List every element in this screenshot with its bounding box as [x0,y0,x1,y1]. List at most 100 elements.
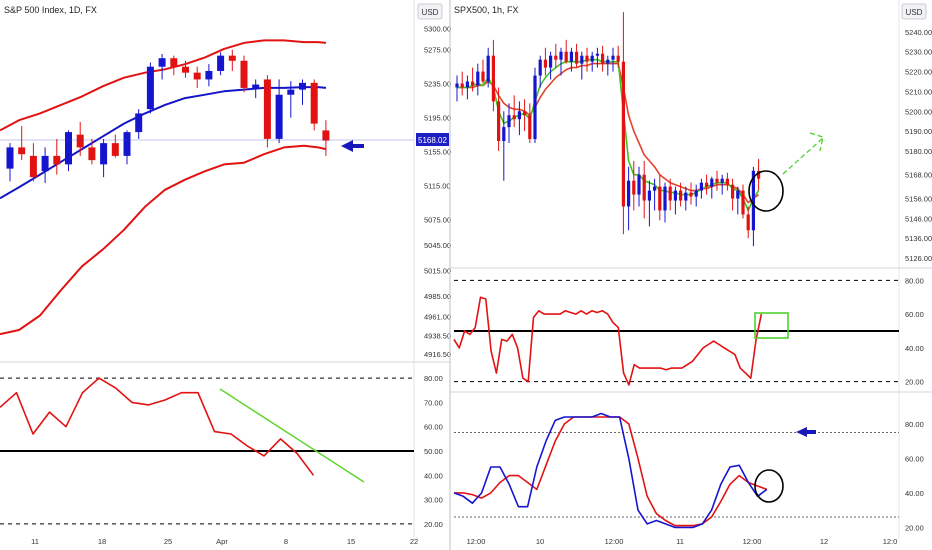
daily-price-y-tick-label: 4961.00 [424,312,451,321]
hourly-candle [632,180,636,195]
hourly-x-tick-label: 10 [536,537,544,546]
hourly-candle [647,190,651,201]
daily-candle [182,66,189,73]
daily-title: S&P 500 Index, 1D, FX [4,5,97,15]
daily-candle [252,84,260,88]
daily-price-y-tick-label: 5015.00 [424,267,451,276]
hourly-candle [585,55,589,62]
daily-price-y-tick-label: 4985.00 [424,292,451,301]
hourly-candle [564,51,568,62]
hourly-candle [497,101,501,142]
hourly-candle [746,214,750,231]
hourly-rsi-highlight-box [754,312,789,339]
daily-candle [275,94,283,139]
hourly-candle [668,186,672,201]
daily-candle [146,66,154,110]
hourly-candle [679,190,683,201]
daily-candle [100,143,108,165]
hourly-title: SPX500, 1h, FX [454,5,519,15]
hourly-candle [523,111,527,116]
daily-rsi-y-tick-label: 70.00 [424,398,443,407]
daily-lower-band [0,144,327,336]
hourly-candle [616,55,620,62]
hourly-candle [502,127,506,142]
hourly-candle [699,182,703,191]
hourly-stoch-k-line [453,412,768,529]
hourly-rsi-y-tick-label: 20.00 [905,378,924,387]
hourly-rsi-y-tick-label: 40.00 [905,344,924,353]
hourly-candle [637,174,641,195]
daily-rsi-y-tick-label: 20.00 [424,520,443,529]
daily-rsi-y-tick-label: 60.00 [424,423,443,432]
hourly-candle [658,186,662,211]
hourly-candle [627,180,631,207]
hourly-candle [575,51,579,64]
daily-price-y-tick-label: 5195.00 [424,114,451,123]
hourly-candle [731,184,735,199]
hourly-candle [710,178,714,187]
hourly-up-arrow-icon [782,132,824,175]
hourly-candle [720,178,724,183]
daily-candle [135,113,143,133]
hourly-candle [569,51,573,62]
hourly-stoch-arrowhead [796,427,807,437]
hourly-candle [621,61,625,207]
hourly-x-tick-label: 12 [820,537,828,546]
hourly-candle [684,192,688,201]
hourly-price-y-tick-label: 5230.00 [905,48,932,57]
daily-candle [217,55,225,71]
daily-candle [29,155,37,178]
hourly-candle [507,115,511,128]
hourly-x-tick-label: 11 [676,537,684,546]
daily-price-y-tick-label: 5155.00 [424,148,451,157]
hourly-price-y-tick-label: 5220.00 [905,68,932,77]
daily-currency-label: USD [422,8,439,17]
hourly-stoch-y-tick-label: 60.00 [905,454,924,463]
daily-rsi-y-tick-label: 80.00 [424,374,443,383]
hourly-candle [653,186,657,191]
daily-candle [111,143,119,156]
daily-rsi-y-tick-label: 50.00 [424,447,443,456]
hourly-candle [533,75,537,140]
daily-price-y-tick-label: 5300.00 [424,24,451,33]
daily-rsi-y-tick-label: 30.00 [424,496,443,505]
hourly-candle [559,51,563,60]
daily-candle [65,132,72,165]
daily-candle [287,89,295,95]
daily-rsi-y-tick-label: 40.00 [424,471,443,480]
hourly-currency-badge[interactable]: USD [901,3,927,20]
hourly-rsi-y-tick-label: 80.00 [905,276,924,285]
hourly-x-tick-label: 12:00 [743,537,762,546]
daily-candle [53,155,61,165]
hourly-candle [476,71,480,86]
hourly-stoch-highlight-circle [754,469,784,503]
daily-candle [88,147,96,161]
hourly-price-y-tick-label: 5156.00 [905,195,932,204]
hourly-candle [736,190,740,199]
daily-price-arrowhead [341,140,353,152]
hourly-candle [554,55,558,60]
daily-x-tick-label: Apr [216,537,228,546]
daily-price-y-tick-label: 4938.50 [424,331,451,340]
hourly-candle [549,55,553,68]
daily-candle [76,134,84,148]
hourly-candle [471,81,475,86]
hourly-stoch-y-tick-label: 40.00 [905,489,924,498]
daily-price-y-tick-label: 5045.00 [424,241,451,250]
hourly-stoch-y-tick-label: 20.00 [905,523,924,532]
hourly-price-y-tick-label: 5210.00 [905,87,932,96]
daily-x-tick-label: 25 [164,537,172,546]
hourly-candle [460,83,464,88]
hourly-candle [663,186,667,211]
daily-x-tick-label: 22 [410,537,418,546]
daily-candle [170,58,178,67]
daily-candle [18,147,26,155]
hourly-currency-label: USD [906,8,923,17]
daily-price-y-tick-label: 5075.00 [424,216,451,225]
hourly-candle [538,59,542,76]
daily-candle [6,147,14,169]
daily-candle [240,60,248,88]
hourly-rsi-y-tick-label: 60.00 [905,310,924,319]
daily-currency-badge[interactable]: USD [417,3,443,20]
